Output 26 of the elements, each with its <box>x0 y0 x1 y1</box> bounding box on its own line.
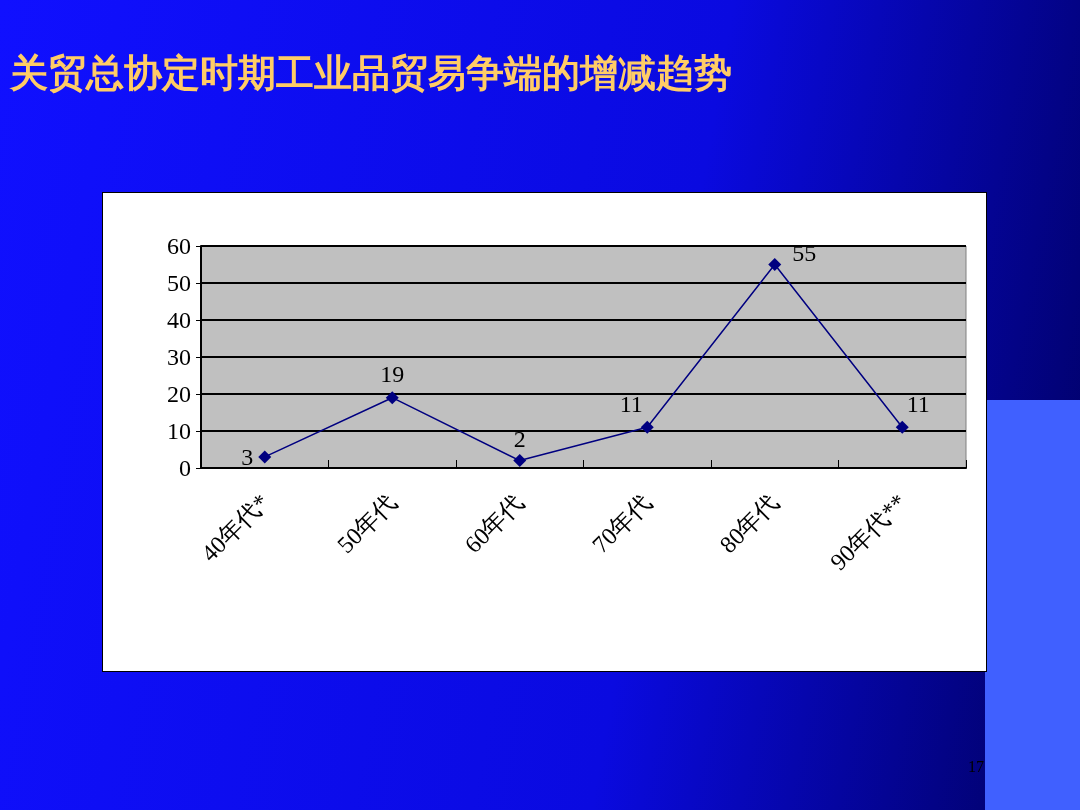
point <box>385 391 399 405</box>
data-label: 2 <box>513 426 526 453</box>
x-tick-label: 50年代 <box>332 488 402 559</box>
point <box>640 420 654 434</box>
data-label: 3 <box>241 443 254 470</box>
y-tick-label: 10 <box>167 418 191 444</box>
x-tick-label: 60年代 <box>459 488 529 559</box>
point <box>895 420 909 434</box>
y-tick-label: 20 <box>167 381 191 407</box>
data-label: 11 <box>619 390 643 417</box>
x-tick-label: 80年代 <box>714 488 784 559</box>
point <box>768 258 782 271</box>
x-tick-label: 90年代** <box>825 488 912 576</box>
x-tick-label: 40年代* <box>196 488 274 567</box>
data-label: 19 <box>380 361 405 388</box>
x-tick-label: 70年代 <box>587 488 657 559</box>
point <box>513 454 527 468</box>
y-tick-label: 40 <box>167 307 191 333</box>
point <box>258 450 272 464</box>
y-tick-label: 0 <box>179 455 191 481</box>
chart-title: 关贸总协定时期工业品贸易争端的增减趋势 <box>10 50 732 97</box>
data-label: 11 <box>906 390 930 417</box>
y-tick-label: 30 <box>167 344 191 370</box>
text: 17 <box>968 758 984 776</box>
y-tick-label: 60 <box>167 233 191 259</box>
y-tick-label: 50 <box>167 270 191 296</box>
